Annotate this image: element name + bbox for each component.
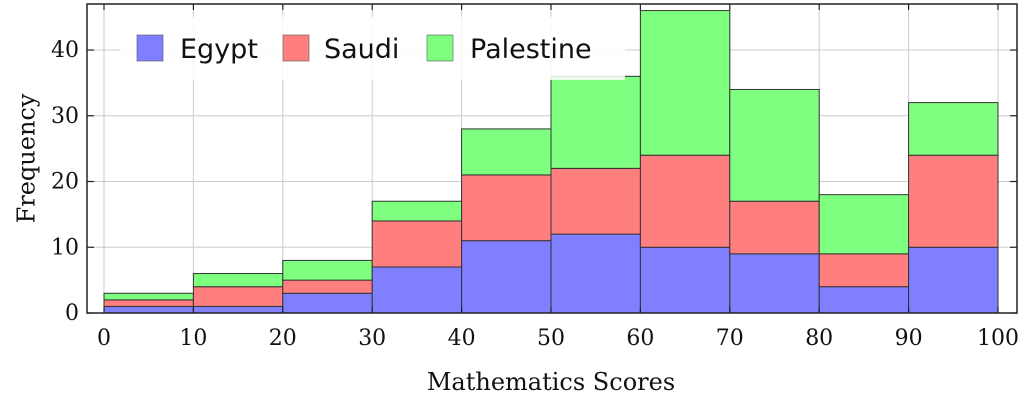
y-axis-title: Frequency bbox=[13, 93, 41, 223]
bar-saudi bbox=[192, 286, 284, 307]
plot-frame bbox=[86, 3, 1018, 314]
bar-egypt bbox=[818, 286, 910, 314]
legend-label-egypt: Egypt bbox=[180, 34, 258, 65]
x-tick-label: 20 bbox=[269, 326, 297, 351]
bar-saudi bbox=[282, 279, 373, 294]
legend-swatch-palestine bbox=[426, 34, 454, 62]
x-tick-label: 40 bbox=[448, 326, 476, 351]
bar-egypt bbox=[461, 240, 552, 314]
bar-egypt bbox=[908, 246, 999, 314]
bar-egypt bbox=[550, 233, 641, 314]
bar-palestine bbox=[282, 259, 373, 281]
legend-label-saudi: Saudi bbox=[324, 34, 399, 65]
bar-egypt bbox=[371, 266, 463, 314]
bar-egypt bbox=[103, 305, 194, 314]
bar-saudi bbox=[550, 167, 641, 235]
x-tick-label: 50 bbox=[537, 326, 565, 351]
bar-egypt bbox=[639, 246, 731, 314]
bar-palestine bbox=[550, 75, 641, 169]
bar-palestine bbox=[908, 102, 999, 156]
x-axis-title: Mathematics Scores bbox=[427, 368, 675, 396]
y-tick-label: 10 bbox=[51, 235, 79, 260]
legend-swatch-saudi bbox=[282, 34, 310, 62]
bar-palestine bbox=[103, 292, 194, 301]
x-tick-label: 60 bbox=[626, 326, 654, 351]
bar-saudi bbox=[639, 154, 731, 248]
axis-ticks: 0 10 20 30 40 50 60 70 80 90 100 0 10 20 30 40 bbox=[51, 4, 1019, 351]
bar-palestine bbox=[461, 128, 552, 176]
bar-saudi bbox=[908, 154, 999, 248]
x-tick-label: 70 bbox=[716, 326, 744, 351]
bar-palestine bbox=[639, 10, 731, 156]
x-tick-label: 100 bbox=[977, 326, 1019, 351]
bar-palestine bbox=[818, 194, 910, 255]
bar-palestine bbox=[192, 273, 284, 288]
bar-saudi bbox=[729, 200, 820, 255]
y-tick-label: 20 bbox=[51, 170, 79, 195]
bar-saudi bbox=[103, 299, 194, 307]
bar-saudi bbox=[371, 220, 463, 268]
y-tick-label: 30 bbox=[51, 104, 79, 129]
x-tick-label: 90 bbox=[895, 326, 923, 351]
bar-egypt bbox=[282, 292, 373, 314]
x-tick-label: 80 bbox=[805, 326, 833, 351]
bar-egypt bbox=[192, 305, 284, 314]
legend-box bbox=[120, 17, 625, 80]
bar-egypt bbox=[729, 253, 820, 314]
x-tick-label: 10 bbox=[179, 326, 207, 351]
bar-saudi bbox=[461, 174, 552, 242]
x-tick-label: 0 bbox=[97, 326, 111, 351]
y-tick-label: 0 bbox=[65, 301, 79, 326]
bar-palestine bbox=[371, 200, 463, 222]
legend-swatch-egypt bbox=[136, 34, 164, 62]
x-tick-label: 30 bbox=[358, 326, 386, 351]
legend: Egypt Saudi Palestine bbox=[120, 17, 625, 80]
bars bbox=[103, 10, 999, 314]
bar-saudi bbox=[818, 253, 910, 288]
y-tick-label: 40 bbox=[51, 38, 79, 63]
legend-label-palestine: Palestine bbox=[470, 34, 592, 65]
bar-palestine bbox=[729, 88, 820, 202]
